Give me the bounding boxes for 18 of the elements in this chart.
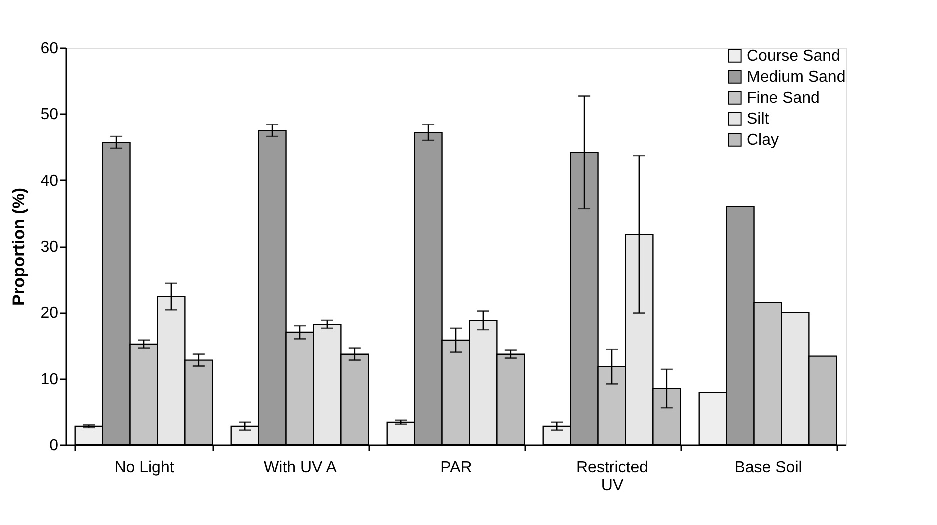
x-tick-label: No Light (114, 460, 175, 476)
y-tick-label: 0 (50, 438, 59, 454)
x-tick-label: Restricted UV (576, 460, 649, 494)
x-tick-label: Base Soil (734, 460, 802, 476)
legend-label: Medium Sand (747, 69, 846, 86)
legend-label: Silt (747, 111, 770, 128)
y-axis-title: Proportion (%) (10, 188, 29, 306)
legend-label: Course Sand (747, 48, 840, 65)
x-tick-label: PAR (440, 460, 472, 476)
y-tick-label: 50 (40, 106, 59, 124)
legend-label: Fine Sand (747, 90, 820, 107)
legend-label: Clay (747, 132, 780, 149)
y-tick-label: 30 (40, 239, 59, 256)
y-tick-label: 20 (40, 305, 59, 322)
x-tick-label: With UV A (264, 460, 338, 476)
y-tick-label: 40 (40, 172, 59, 190)
y-tick-label: 10 (40, 371, 59, 388)
y-tick-label: 60 (40, 40, 59, 58)
